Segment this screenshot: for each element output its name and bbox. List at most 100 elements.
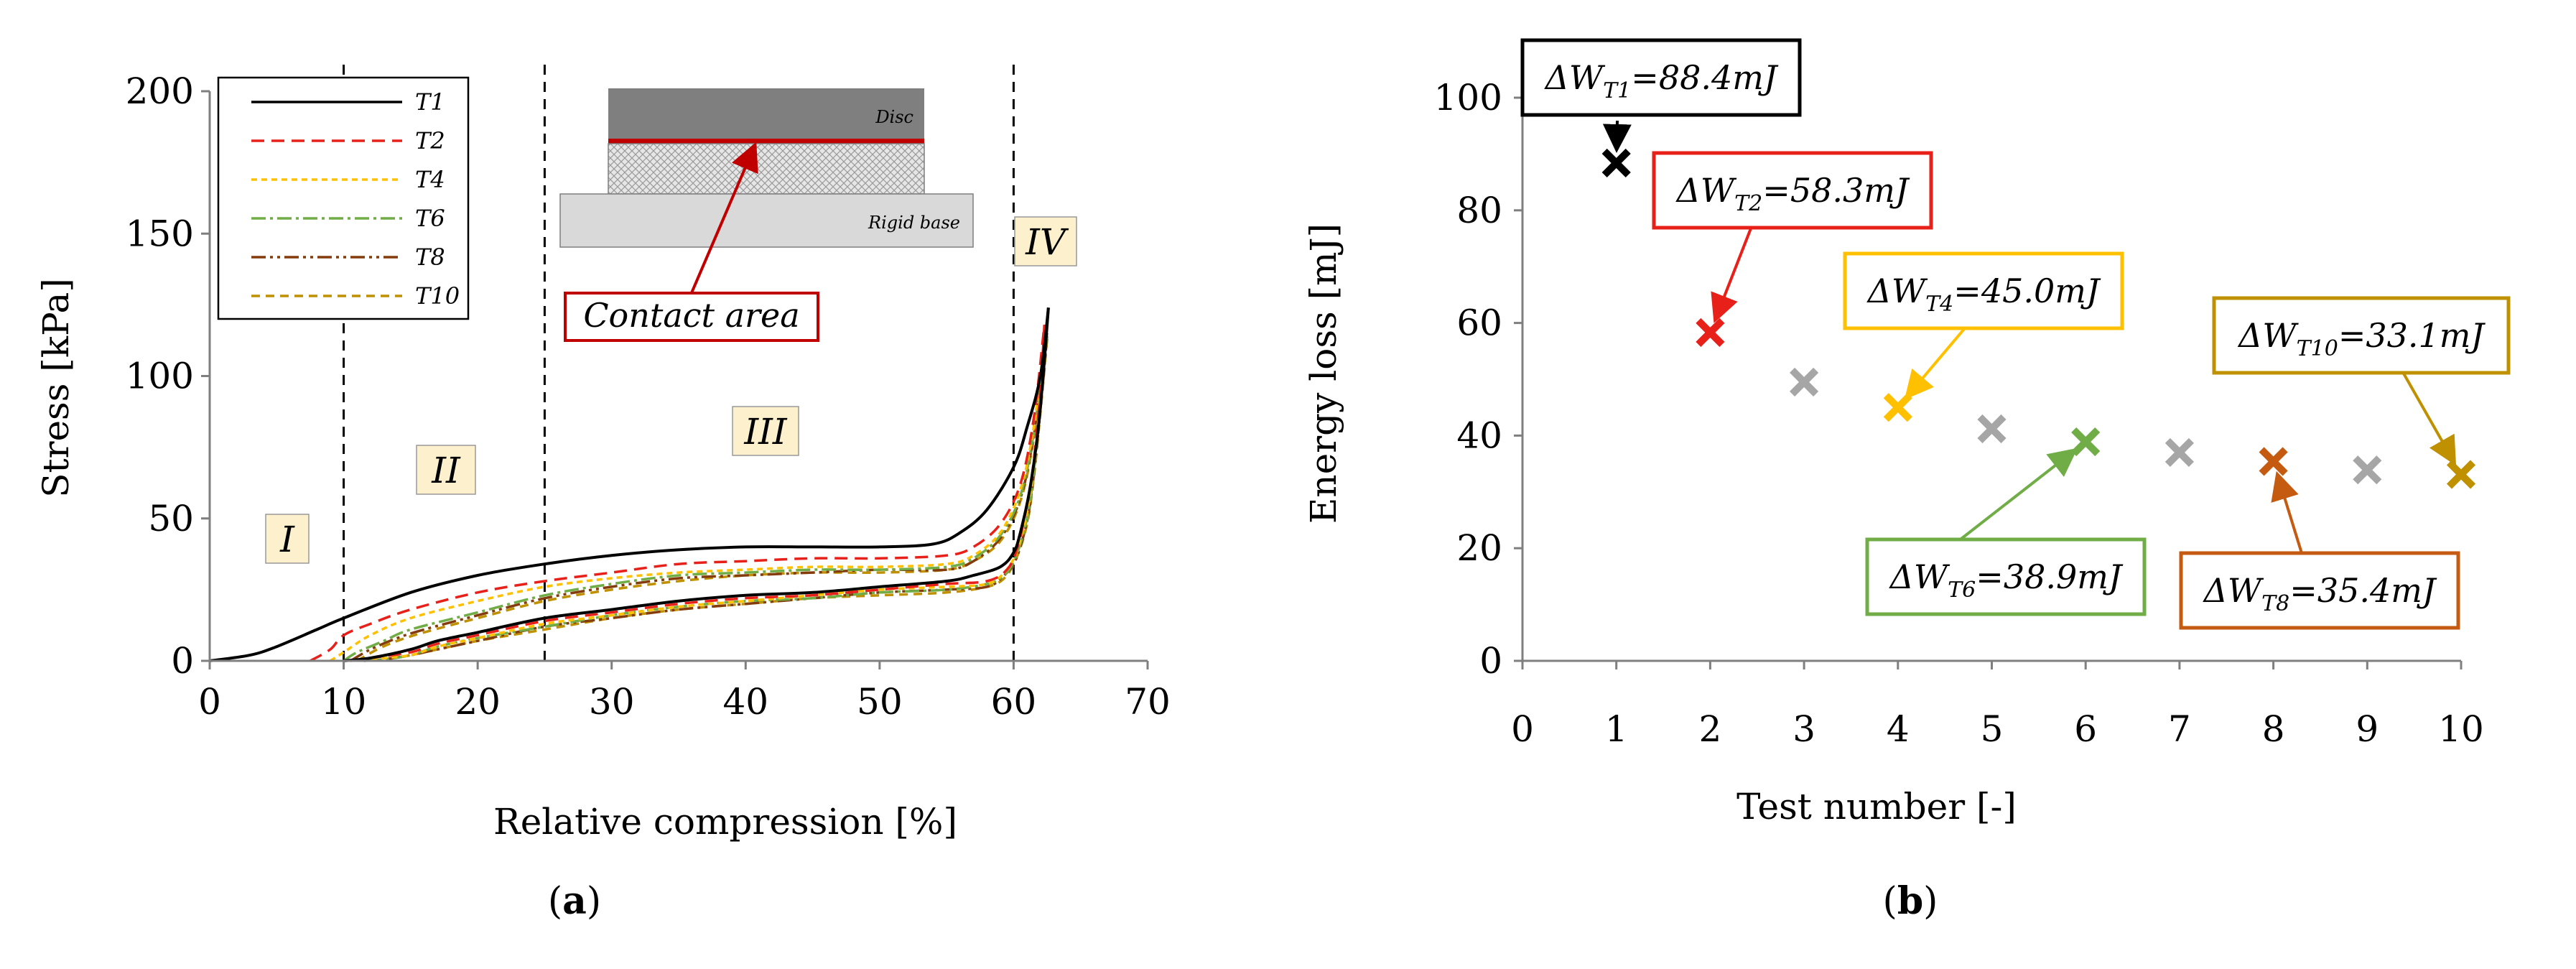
- chart-a-x-tick-label: 50: [857, 681, 903, 723]
- legend-label-t1: T1: [415, 88, 445, 116]
- chart-b-x-tick-label: 3: [1792, 708, 1815, 750]
- curve-t4-loading: [329, 330, 1047, 662]
- data-point-test-6: [2071, 427, 2101, 457]
- curve-t2-unloading: [350, 324, 1046, 662]
- chart-b-y-tick-label: 60: [1456, 302, 1502, 344]
- chart-a-y-tick-label: 200: [126, 70, 194, 112]
- data-point-test-1: [1601, 148, 1631, 178]
- chart-b-y-tick-label: 80: [1456, 190, 1502, 231]
- chart-a-x-tick-label: 0: [198, 681, 221, 723]
- data-point-test-10: [2446, 460, 2476, 489]
- data-point-test-3: [1790, 367, 1819, 397]
- annotation-arrow-t8: [2271, 470, 2303, 554]
- legend-label-t4: T4: [415, 166, 445, 193]
- chart-a-x-tick-label: 40: [722, 681, 768, 723]
- curve-t4-unloading: [357, 330, 1047, 662]
- chart-b-annotations: ΔWT1=88.4mJ ΔWT2=58.3mJ ΔWT4=45.0mJ ΔWT6=38…: [1520, 38, 2511, 630]
- chart-a-y-tick-label: 0: [171, 640, 194, 682]
- annotation-label-t4: ΔWT4=45.0mJ: [1866, 272, 2101, 317]
- data-point-test-8: [2259, 447, 2288, 476]
- annotation-label-t10: ΔWT10=33.1mJ: [2237, 316, 2486, 361]
- legend-label-t2: T2: [415, 127, 445, 154]
- region-label-i: I: [265, 514, 310, 564]
- annotation-arrow-t10: [2402, 373, 2457, 466]
- annotation-box-t6: [1865, 537, 2147, 616]
- chart-a-tick-labels: 0 10 20 30 40 50 60 70 0 50 100 150 200: [126, 70, 1171, 723]
- hysteresis-curves: [209, 307, 1050, 662]
- chart-a-y-tick-label: 50: [148, 498, 194, 539]
- annotation-label-t8: ΔWT8=35.4mJ: [2203, 571, 2437, 616]
- annotation-box-t1: [1520, 38, 1802, 117]
- annotation-box-t2: [1652, 151, 1933, 230]
- specimen-block: [608, 143, 925, 195]
- curve-t8-loading: [350, 335, 1048, 662]
- chart-b-x-tick-label: 5: [1981, 708, 2004, 750]
- svg-text:III: III: [743, 411, 788, 453]
- chart-b-y-tick-label: 100: [1434, 77, 1502, 119]
- curve-t1-unloading: [343, 307, 1050, 662]
- chart-b-axes: [1514, 96, 2463, 669]
- svg-text:IV: IV: [1025, 221, 1069, 263]
- contact-area-callout-box: [564, 292, 819, 342]
- chart-a-legend: T1 T2 T4 T6 T8 T10: [217, 76, 470, 320]
- annotation-box-t10: [2212, 296, 2511, 375]
- legend-label-t8: T8: [415, 244, 445, 271]
- region-label-ii: II: [416, 445, 476, 495]
- disc-block: [608, 88, 924, 139]
- annotation-label-t1: ΔWT1=88.4mJ: [1544, 58, 1779, 103]
- annotation-arrow-t2: [1711, 228, 1752, 323]
- curve-t6-loading: [343, 333, 1048, 662]
- curve-t1-loading: [209, 307, 1050, 662]
- chart-a-y-tick-label: 150: [126, 213, 194, 254]
- curve-t6-unloading: [357, 333, 1048, 662]
- contact-area-arrow: [689, 142, 758, 295]
- chart-b-x-tick-label: 8: [2262, 708, 2285, 750]
- stress-compression-chart: 0 10 20 30 40 50 60 70 0 50 100 150 200 Relative com…: [35, 62, 1171, 843]
- chart-a-x-axis-title: Relative compression [%]: [493, 801, 957, 843]
- annotation-arrow-t4: [1904, 328, 1966, 400]
- chart-b-x-tick-label: 7: [2168, 708, 2191, 750]
- svg-text:II: II: [431, 450, 461, 491]
- panel-label-a: (a): [548, 879, 601, 923]
- chart-b-x-axis-title: Test number [-]: [1736, 786, 2017, 827]
- chart-b-x-tick-label: 6: [2074, 708, 2097, 750]
- annotation-label-t6: ΔWT6=38.9mJ: [1889, 557, 2124, 603]
- chart-b-x-tick-label: 4: [1887, 708, 1910, 750]
- chart-b-y-tick-label: 0: [1479, 640, 1502, 682]
- chart-b-x-tick-label: 10: [2438, 708, 2484, 750]
- chart-a-axes: [201, 90, 1149, 669]
- annotation-arrow-t6: [1960, 448, 2078, 540]
- rigid-base-block: [559, 193, 974, 248]
- contact-layer: [608, 139, 924, 144]
- chart-b-y-tick-label: 20: [1456, 527, 1502, 569]
- region-label-iv: IV: [1014, 216, 1077, 266]
- chart-a-x-tick-label: 70: [1125, 681, 1171, 723]
- chart-a-x-tick-label: 10: [321, 681, 367, 723]
- panel-label-b: (b): [1883, 879, 1938, 923]
- chart-b-x-tick-label: 2: [1698, 708, 1721, 750]
- chart-a-y-tick-label: 100: [126, 356, 194, 397]
- region-label-iii: III: [732, 406, 799, 456]
- svg-text:I: I: [279, 519, 295, 560]
- data-point-test-4: [1883, 393, 1912, 422]
- legend-label-t6: T6: [415, 205, 445, 232]
- legend-label-t10: T10: [415, 282, 460, 310]
- contact-area-callout: Contact area: [583, 296, 799, 335]
- chart-b-x-tick-label: 0: [1511, 708, 1534, 750]
- chart-b-x-tick-label: 9: [2356, 708, 2379, 750]
- rigid-base-label: Rigid base: [868, 213, 960, 233]
- data-point-test-9: [2353, 455, 2382, 485]
- chart-b-x-tick-label: 1: [1605, 708, 1628, 750]
- annotation-box-t8: [2179, 551, 2460, 630]
- chart-a-x-tick-label: 30: [589, 681, 635, 723]
- chart-a-y-axis-title: Stress [kPa]: [35, 278, 77, 498]
- chart-a-x-tick-label: 20: [455, 681, 501, 723]
- chart-b-y-axis-title: Energy loss [mJ]: [1303, 223, 1344, 524]
- disc-label: Disc: [875, 107, 913, 127]
- region-boundary-lines: [343, 62, 1015, 661]
- curve-t10-loading: [356, 338, 1048, 662]
- chart-b-data-points: [1601, 148, 2476, 489]
